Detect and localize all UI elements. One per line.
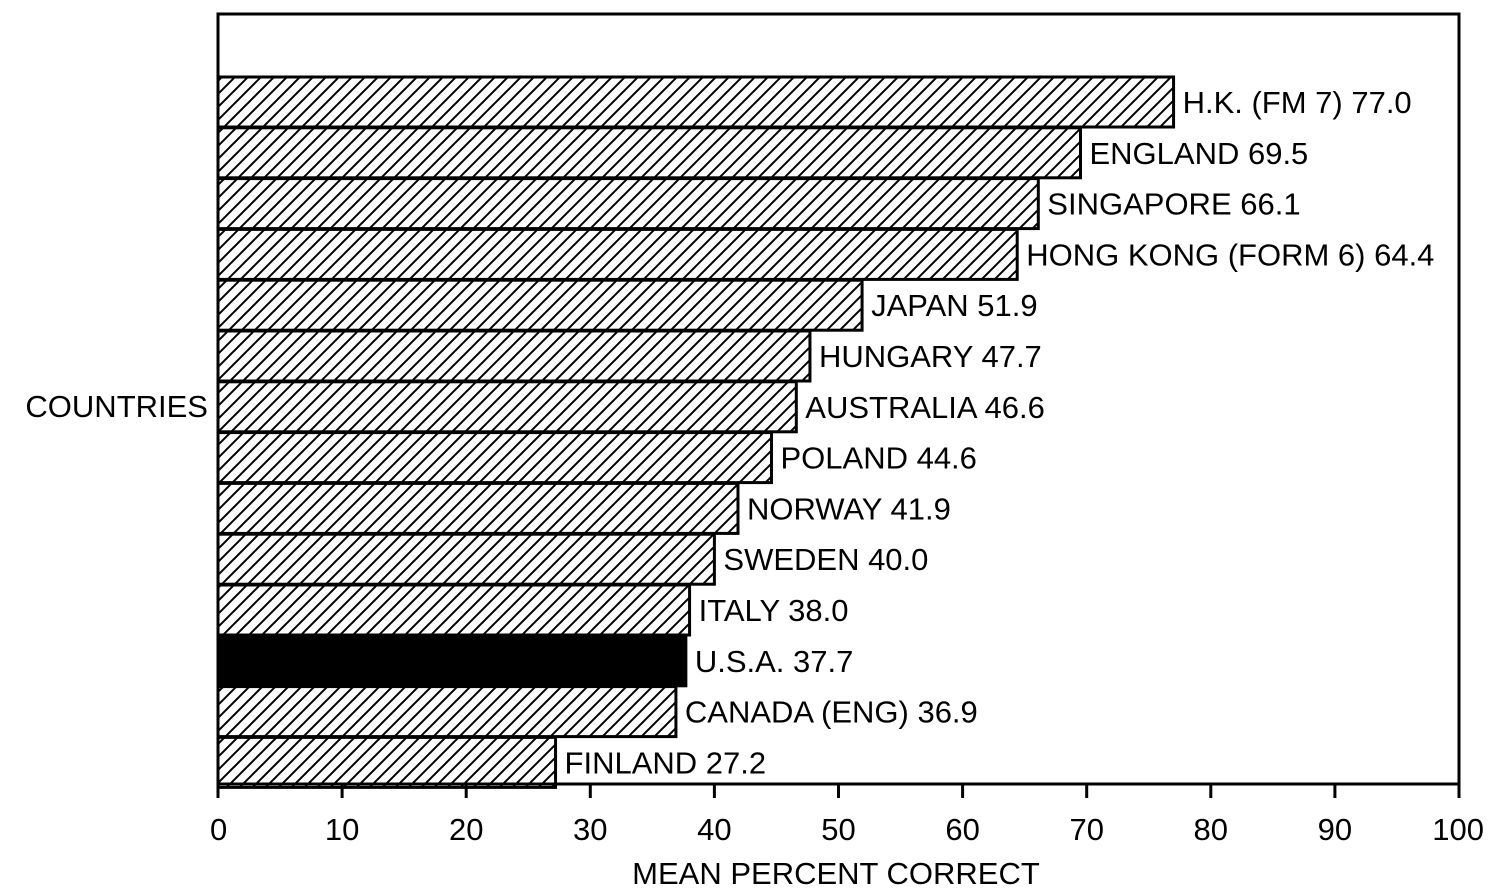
- bar: [216, 532, 716, 586]
- x-tick-label: 30: [573, 812, 607, 847]
- bar-labels: H.K. (FM 7) 77.0 ENGLAND 69.5 SINGAPORE 66…: [565, 85, 1435, 780]
- bar-label: ITALY 38.0: [699, 593, 849, 628]
- x-tick-label: 50: [821, 812, 855, 847]
- bar-label: U.S.A. 37.7: [695, 644, 854, 679]
- x-axis-ticks: 0 10 20 30 40 50 60 70 80 90 100: [210, 784, 1484, 847]
- x-tick-label: 10: [325, 812, 359, 847]
- bar-label: HUNGARY 47.7: [819, 339, 1042, 374]
- bar: [216, 735, 558, 789]
- x-tick-label: 60: [945, 812, 979, 847]
- x-tick-label: 100: [1432, 812, 1484, 847]
- bar-label: POLAND 44.6: [780, 441, 976, 476]
- bar-label: AUSTRALIA 46.6: [805, 390, 1045, 425]
- x-tick-label: 90: [1318, 812, 1352, 847]
- x-axis-title: MEAN PERCENT CORRECT: [632, 856, 1040, 891]
- bar-label: FINLAND 27.2: [565, 745, 767, 780]
- bar-label: SWEDEN 40.0: [723, 542, 928, 577]
- bar-label: NORWAY 41.9: [747, 491, 951, 526]
- bar: [216, 75, 1176, 129]
- bar: [216, 583, 692, 637]
- bar-label: HONG KONG (FORM 6) 64.4: [1026, 237, 1434, 272]
- bar: [216, 685, 678, 739]
- bar-label: ENGLAND 69.5: [1089, 136, 1308, 171]
- bar: [216, 278, 864, 332]
- bar-label: H.K. (FM 7) 77.0: [1183, 85, 1412, 120]
- bar: [216, 177, 1040, 231]
- bar: [216, 481, 740, 535]
- bar-label: SINGAPORE 66.1: [1047, 187, 1300, 222]
- bar-label: CANADA (ENG) 36.9: [685, 695, 978, 730]
- x-tick-label: 80: [1194, 812, 1228, 847]
- y-axis-title: COUNTRIES: [25, 389, 208, 424]
- bar: [216, 227, 1019, 281]
- bar: [216, 329, 812, 383]
- bars-layer: [216, 75, 1176, 789]
- x-tick-label: 40: [697, 812, 731, 847]
- x-tick-label: 70: [1069, 812, 1103, 847]
- bar-label: JAPAN 51.9: [871, 288, 1038, 323]
- bar: [216, 431, 773, 485]
- bar: [216, 380, 798, 434]
- x-tick-label: 0: [210, 812, 227, 847]
- bar: [216, 126, 1082, 180]
- x-tick-label: 20: [449, 812, 483, 847]
- bar: [216, 634, 688, 688]
